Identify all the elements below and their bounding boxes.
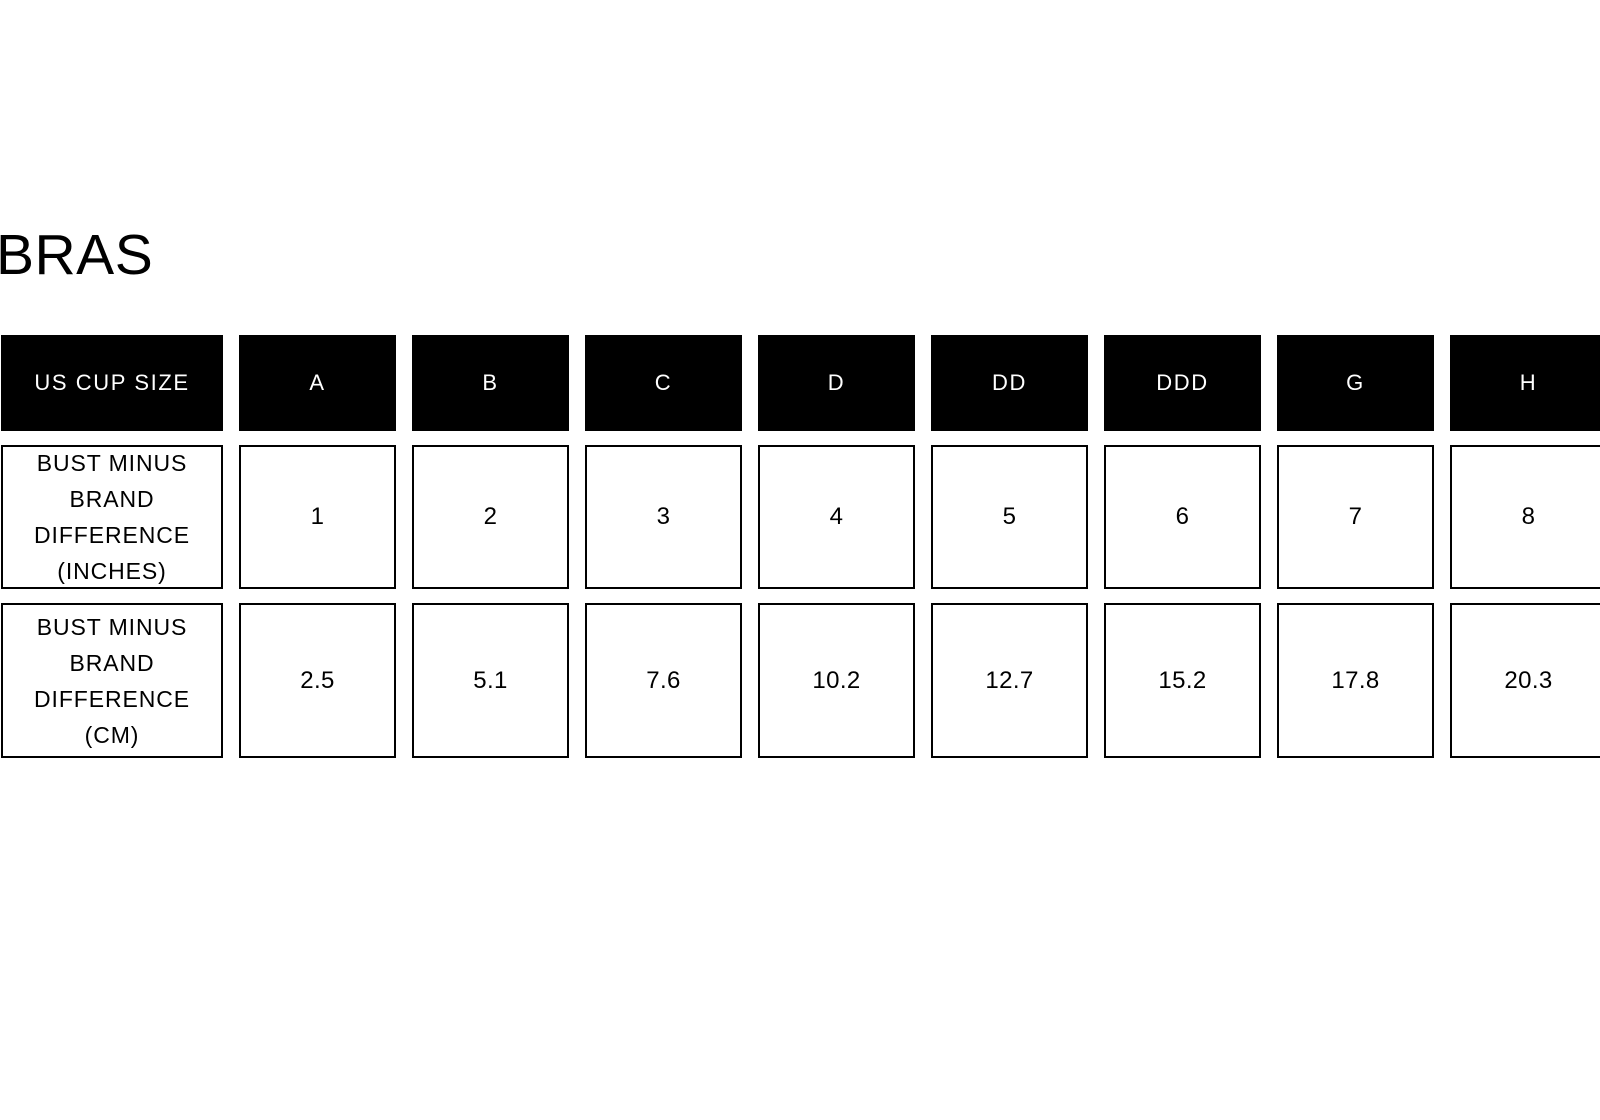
header-cell-c: C xyxy=(585,335,742,431)
cell-cm-a: 2.5 xyxy=(239,603,396,758)
header-cell-g: G xyxy=(1277,335,1434,431)
cell-inches-c: 3 xyxy=(585,445,742,589)
table-header-row: US CUP SIZE A B C D DD DDD G H xyxy=(1,335,1600,431)
cell-inches-b: 2 xyxy=(412,445,569,589)
cell-cm-g: 17.8 xyxy=(1277,603,1434,758)
page-title: BRAS xyxy=(0,223,154,287)
cell-cm-c: 7.6 xyxy=(585,603,742,758)
cell-inches-ddd: 6 xyxy=(1104,445,1261,589)
cell-inches-d: 4 xyxy=(758,445,915,589)
cell-inches-dd: 5 xyxy=(931,445,1088,589)
header-cell-a: A xyxy=(239,335,396,431)
header-cell-dd: DD xyxy=(931,335,1088,431)
header-cell-d: D xyxy=(758,335,915,431)
header-cell-ddd: DDD xyxy=(1104,335,1261,431)
cell-cm-ddd: 15.2 xyxy=(1104,603,1261,758)
table-row: BUST MINUS BRAND DIFFERENCE (INCHES) 1 2… xyxy=(1,445,1600,589)
cell-inches-h: 8 xyxy=(1450,445,1600,589)
cell-cm-b: 5.1 xyxy=(412,603,569,758)
cell-inches-a: 1 xyxy=(239,445,396,589)
cell-cm-d: 10.2 xyxy=(758,603,915,758)
row-label-inches: BUST MINUS BRAND DIFFERENCE (INCHES) xyxy=(1,445,223,589)
header-cell-us-cup-size: US CUP SIZE xyxy=(1,335,223,431)
row-label-cm: BUST MINUS BRAND DIFFERENCE (CM) xyxy=(1,603,223,758)
row-label-inches-text: BUST MINUS BRAND DIFFERENCE (INCHES) xyxy=(34,450,190,584)
header-cell-b: B xyxy=(412,335,569,431)
header-cell-h: H xyxy=(1450,335,1600,431)
size-chart-table: US CUP SIZE A B C D DD DDD G H BUST MINU… xyxy=(1,335,1600,758)
row-label-cm-text: BUST MINUS BRAND DIFFERENCE (CM) xyxy=(34,613,190,748)
cell-cm-dd: 12.7 xyxy=(931,603,1088,758)
cell-cm-h: 20.3 xyxy=(1450,603,1600,758)
table-row: BUST MINUS BRAND DIFFERENCE (CM) 2.5 5.1… xyxy=(1,603,1600,758)
cell-inches-g: 7 xyxy=(1277,445,1434,589)
